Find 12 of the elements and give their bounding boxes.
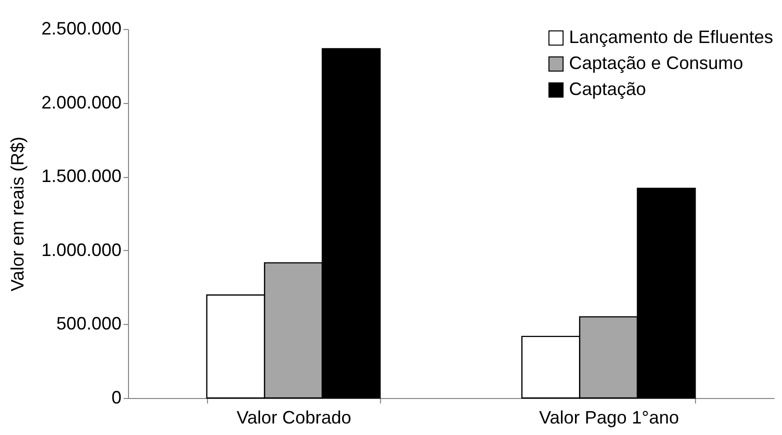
y-tick-label: 500.000 bbox=[56, 314, 122, 334]
x-tick-label: Valor Pago 1°ano bbox=[539, 408, 680, 428]
y-tick-label: 1.500.000 bbox=[41, 166, 122, 186]
x-tick-label: Valor Cobrado bbox=[236, 408, 352, 428]
legend-label: Captação bbox=[569, 79, 646, 99]
y-axis-title: Valor em reais (R$) bbox=[7, 136, 28, 292]
y-tick-label: 2.000.000 bbox=[41, 92, 122, 112]
legend-label: Lançamento de Efluentes bbox=[569, 27, 774, 47]
y-tick-label: 2.500.000 bbox=[41, 18, 122, 38]
y-tick-label: 0 bbox=[111, 388, 122, 408]
y-tick-label: 1.000.000 bbox=[41, 240, 122, 260]
legend-label: Captação e Consumo bbox=[569, 53, 744, 73]
